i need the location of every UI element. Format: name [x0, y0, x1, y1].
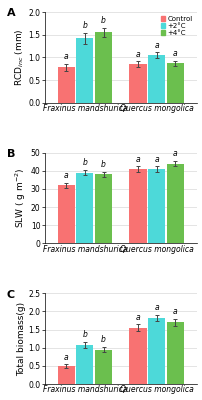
Text: A: A	[7, 8, 15, 18]
Text: a: a	[64, 52, 68, 62]
Text: b: b	[101, 16, 105, 25]
Bar	[57, 366, 74, 384]
Text: b: b	[101, 335, 105, 344]
Bar	[166, 164, 183, 243]
Text: a: a	[135, 313, 140, 322]
Bar	[147, 55, 164, 103]
Text: C: C	[7, 290, 15, 300]
Text: a: a	[172, 49, 177, 58]
Legend: Control, +2°C, +4°C: Control, +2°C, +4°C	[159, 16, 193, 37]
Text: B: B	[7, 149, 15, 159]
Bar	[147, 169, 164, 243]
Bar	[95, 350, 112, 384]
Bar	[166, 322, 183, 384]
Bar	[129, 328, 146, 384]
Text: a: a	[154, 41, 158, 50]
Bar	[57, 185, 74, 243]
Bar	[129, 169, 146, 243]
Bar	[147, 318, 164, 384]
Text: b: b	[82, 21, 87, 30]
Text: a: a	[172, 149, 177, 158]
Text: a: a	[64, 353, 68, 362]
Text: a: a	[135, 154, 140, 164]
Text: a: a	[64, 171, 68, 180]
Bar	[57, 67, 74, 103]
Text: a: a	[135, 50, 140, 59]
Bar	[129, 64, 146, 103]
Text: b: b	[101, 160, 105, 169]
Text: b: b	[82, 158, 87, 167]
Bar	[76, 345, 93, 384]
Bar	[166, 63, 183, 103]
Y-axis label: RCD$_{inc}$ (mm): RCD$_{inc}$ (mm)	[13, 28, 25, 86]
Bar	[76, 38, 93, 103]
Text: b: b	[82, 330, 87, 339]
Y-axis label: Total biomass(g): Total biomass(g)	[17, 302, 25, 376]
Text: a: a	[172, 307, 177, 316]
Bar	[95, 174, 112, 243]
Y-axis label: SLW ( g m$^{-2}$): SLW ( g m$^{-2}$)	[14, 168, 28, 228]
Bar	[95, 32, 112, 103]
Bar	[76, 172, 93, 243]
Text: a: a	[154, 154, 158, 164]
Text: a: a	[154, 303, 158, 312]
